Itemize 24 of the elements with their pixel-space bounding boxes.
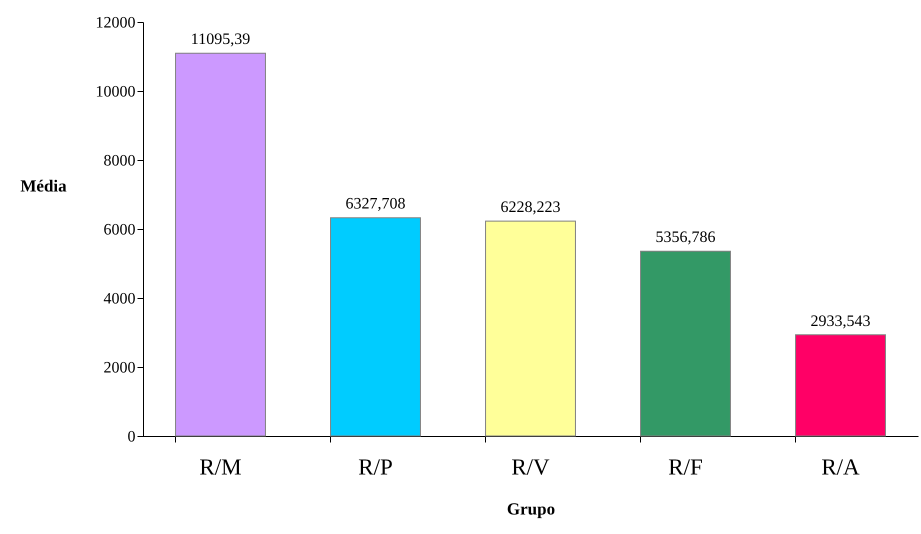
x-tick-label: R/P [358, 454, 393, 480]
y-axis-title: Média [20, 176, 68, 196]
bar [175, 52, 266, 436]
x-tick-label: R/F [668, 454, 703, 480]
data-label: 11095,39 [190, 31, 250, 48]
bar [795, 334, 886, 436]
data-label: 2933,543 [810, 312, 870, 330]
bar [330, 217, 421, 436]
y-tick-label: 6000 [104, 222, 136, 238]
data-label: 5356,786 [656, 229, 716, 246]
y-tick-label: 8000 [104, 152, 136, 170]
data-label: 6228,223 [500, 199, 560, 216]
y-tick-label: 12000 [96, 14, 136, 32]
bar [640, 250, 731, 436]
bar [485, 220, 576, 436]
x-tick-label: R/V [511, 454, 550, 480]
y-tick-label: 4000 [104, 290, 136, 308]
x-tick-label: R/M [199, 454, 242, 480]
data-label: 6327,708 [346, 196, 406, 213]
y-tick-label: 2000 [104, 360, 136, 376]
y-tick-label: 10000 [96, 84, 136, 100]
y-tick-label: 0 [128, 428, 136, 446]
x-axis-title: Grupo [506, 500, 556, 518]
x-tick-label: R/A [821, 454, 860, 480]
